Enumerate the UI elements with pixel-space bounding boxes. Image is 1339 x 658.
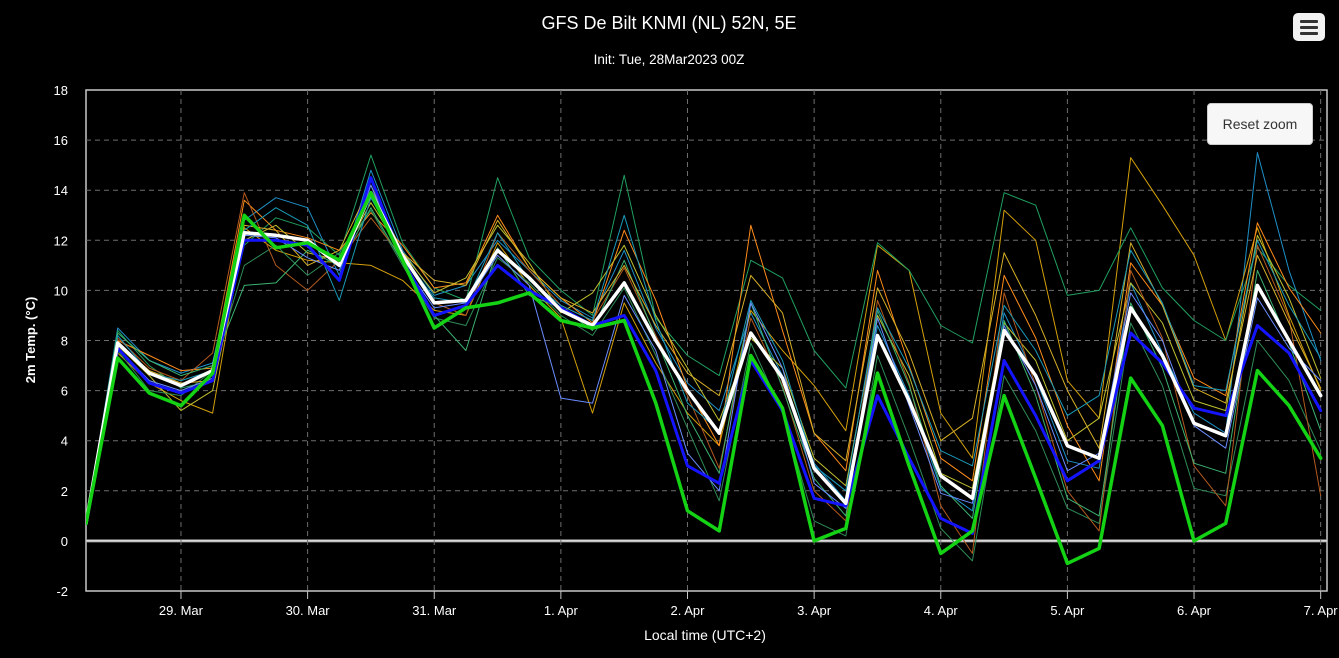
hamburger-menu-icon [1300, 20, 1318, 23]
chart-title: GFS De Bilt KNMI (NL) 52N, 5E [541, 13, 796, 33]
x-tick-label: 5. Apr [1050, 603, 1085, 618]
y-tick-label: 14 [54, 183, 68, 198]
hamburger-menu-icon-bar [1300, 32, 1318, 35]
x-tick-label: 31. Mar [412, 603, 457, 618]
x-tick-label: 3. Apr [797, 603, 832, 618]
series-line [86, 154, 1322, 524]
y-tick-label: 16 [54, 133, 68, 148]
y-tick-label: 8 [61, 334, 68, 349]
series-line [86, 190, 1323, 566]
axis-layer: -2 0 2 4 6 8 10 12 14 16 18 29. Mar 30. Mar 31. Mar 1.… [54, 83, 1339, 618]
series-line [86, 207, 1322, 524]
y-tick-label: 0 [61, 534, 68, 549]
x-tick-label: 29. Mar [159, 603, 204, 618]
series-line [86, 184, 1322, 524]
y-axis-title: 2m Temp. (°C) [23, 297, 38, 384]
x-axis-title: Local time (UTC+2) [644, 627, 766, 643]
hamburger-menu-icon-bar [1300, 26, 1318, 29]
series-line [86, 157, 1322, 524]
reset-zoom-button[interactable]: Reset zoom [1207, 103, 1313, 145]
y-tick-label: 6 [61, 384, 68, 399]
x-tick-label: 1. Apr [544, 603, 579, 618]
grid-layer [85, 89, 1328, 592]
y-tick-label: 18 [54, 83, 68, 98]
y-tick-label: 10 [54, 283, 68, 298]
x-tick-label: 6. Apr [1177, 603, 1212, 618]
chart-subtitle: Init: Tue, 28Mar2023 00Z [594, 52, 745, 67]
y-tick-label: 2 [61, 484, 68, 499]
series-line [86, 197, 1322, 524]
series-line [86, 176, 1323, 535]
y-tick-label: 12 [54, 233, 68, 248]
chart-menu-button[interactable] [1293, 13, 1325, 41]
series-line [86, 190, 1323, 526]
series-line [86, 209, 1322, 562]
x-tick-label: 30. Mar [286, 603, 331, 618]
series-layer [86, 152, 1323, 566]
x-tick-label: 7. Apr [1304, 603, 1339, 618]
x-tick-label: 2. Apr [671, 603, 706, 618]
x-tick-label: 4. Apr [924, 603, 959, 618]
y-tick-label: -2 [56, 584, 68, 599]
y-tick-label: 4 [61, 434, 68, 449]
